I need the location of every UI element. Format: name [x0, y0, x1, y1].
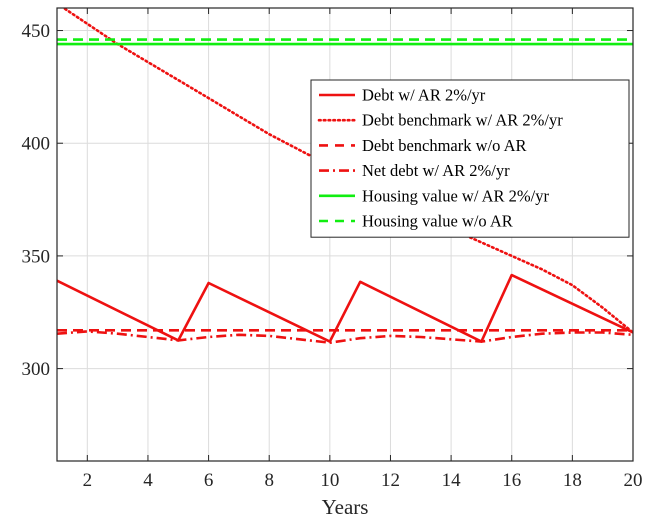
legend-label-2: Debt benchmark w/ AR 2%/yr — [362, 111, 563, 130]
x-tick-label: 16 — [502, 470, 521, 491]
legend-label-4: Net debt w/ AR 2%/yr — [362, 161, 510, 180]
series-line-1 — [57, 273, 633, 343]
x-tick-label: 2 — [83, 470, 93, 491]
x-tick-label: 12 — [381, 470, 400, 491]
x-tick-label: 6 — [204, 470, 214, 491]
legend-label-3: Debt benchmark w/o AR — [362, 136, 527, 155]
x-tick-label: 8 — [264, 470, 274, 491]
x-tick-label: 14 — [442, 470, 462, 491]
legend-label-1: Debt w/ AR 2%/yr — [362, 86, 486, 105]
legend-box — [310, 79, 630, 238]
series-line-4 — [57, 330, 633, 345]
x-tick-label: 18 — [563, 470, 582, 491]
tick-labels: 2 4 6 8 10 12 14 16 18 20 300 350 400 450 — [22, 21, 643, 491]
legend-label-5: Housing value w/ AR 2%/yr — [362, 186, 549, 205]
x-axis-label: Years — [322, 495, 369, 519]
legend-label-6: Housing value w/o AR — [362, 212, 513, 231]
x-tick-label: 4 — [143, 470, 153, 491]
y-tick-label: 400 — [22, 134, 51, 155]
y-tick-label: 450 — [22, 21, 51, 42]
x-tick-label: 10 — [320, 470, 339, 491]
y-tick-label: 300 — [22, 359, 51, 380]
y-tick-label: 350 — [22, 246, 51, 267]
plot-frame — [56, 7, 634, 462]
x-tick-label: 20 — [624, 470, 643, 491]
legend: Debt w/ AR 2%/yr Debt benchmark w/ AR 2%/… — [310, 79, 630, 238]
